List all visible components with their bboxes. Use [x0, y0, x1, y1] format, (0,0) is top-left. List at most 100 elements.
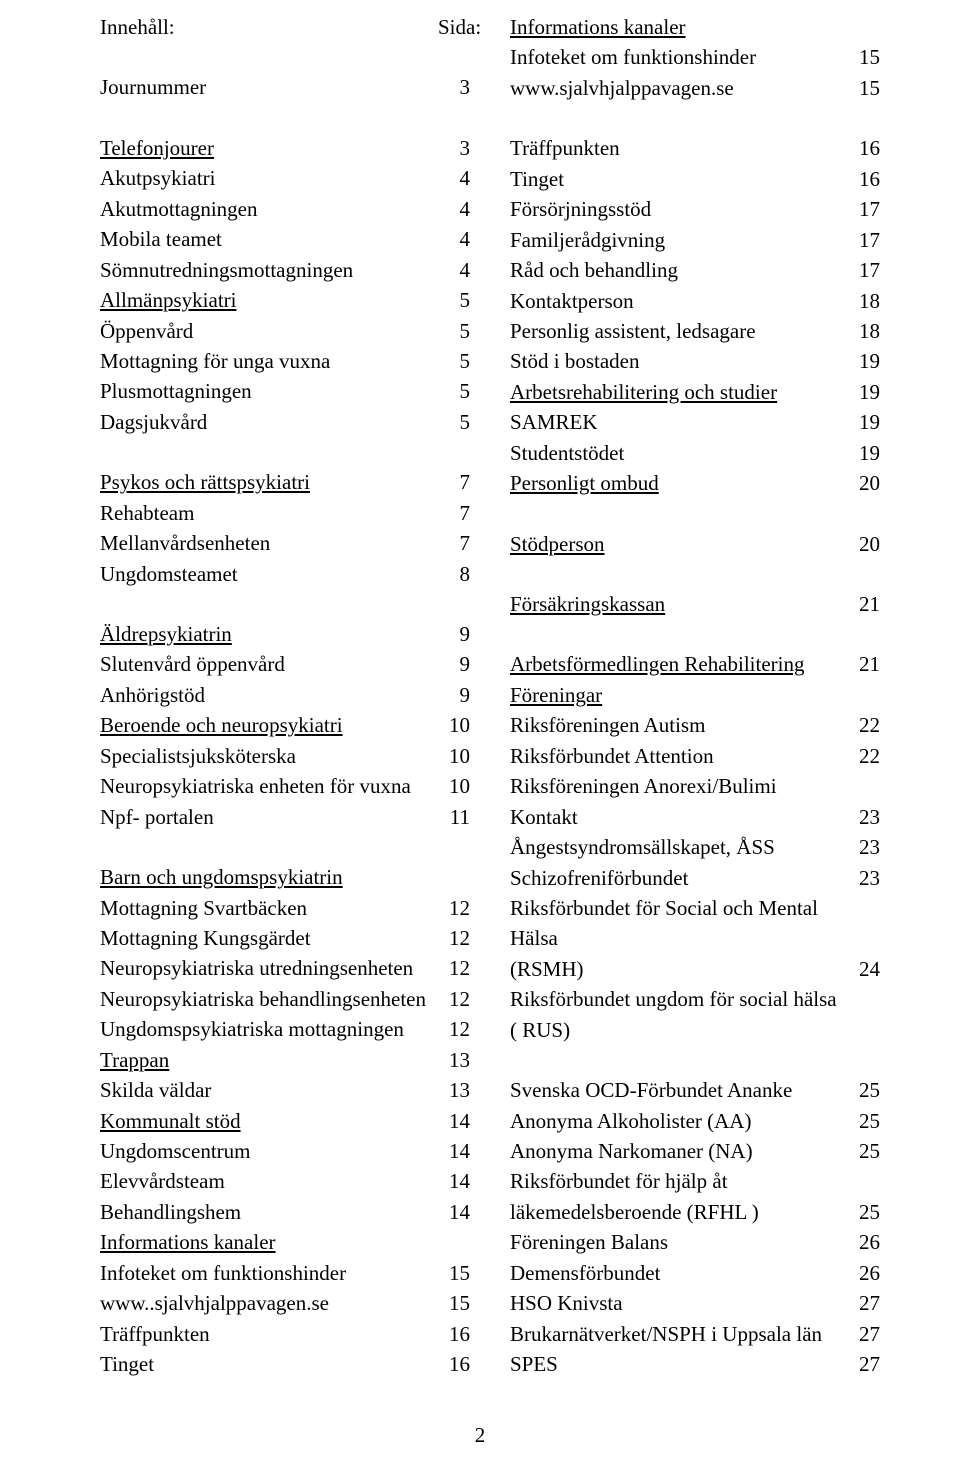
toc-row: Neuropsykiatriska enheten för vuxna10 [100, 771, 470, 801]
toc-label: Riksföreningen Anorexi/Bulimi [510, 771, 848, 801]
toc-label: Föreningen Balans [510, 1227, 848, 1257]
toc-row: Riksförbundet ungdom för social hälsa [510, 984, 880, 1014]
toc-row: www.sjalvhjalppavagen.se15 [510, 73, 880, 103]
toc-label: Elevvårdsteam [100, 1166, 438, 1196]
toc-row: Sömnutredningsmottagningen4 [100, 255, 470, 285]
toc-label: Träffpunkten [510, 133, 848, 163]
toc-label: Föreningar [510, 680, 848, 710]
toc-page-number: 25 [848, 1106, 880, 1136]
toc-page-number: 21 [848, 589, 880, 619]
toc-label: Mottagning Svartbäcken [100, 893, 438, 923]
toc-label: Försörjningsstöd [510, 194, 848, 224]
toc-label: Riksförbundet Attention [510, 741, 848, 771]
spacer [510, 619, 880, 649]
toc-row: Personligt ombud20 [510, 468, 880, 498]
toc-page-number: 10 [438, 771, 470, 801]
toc-label: Ungdomsteamet [100, 559, 438, 589]
spacer [100, 437, 470, 467]
toc-row: Riksförbundet för hjälp åt [510, 1166, 880, 1196]
toc-label: Stödperson [510, 529, 848, 559]
toc-label: Riksföreningen Autism [510, 710, 848, 740]
toc-page-number: 18 [848, 286, 880, 316]
toc-page-number: 10 [438, 710, 470, 740]
toc-label: Neuropsykiatriska behandlingsenheten [100, 984, 438, 1014]
spacer [510, 1045, 880, 1075]
toc-row: Slutenvård öppenvård9 [100, 649, 470, 679]
toc-label: Neuropsykiatriska utredningsenheten [100, 953, 438, 983]
toc-label: Kommunalt stöd [100, 1106, 438, 1136]
toc-label: Mellanvårdsenheten [100, 528, 438, 558]
toc-page-number: 19 [848, 407, 880, 437]
toc-page-number: 16 [848, 164, 880, 194]
toc-page-number: 7 [438, 467, 470, 497]
toc-row: Brukarnätverket/NSPH i Uppsala län27 [510, 1319, 880, 1349]
toc-page-number: 25 [848, 1136, 880, 1166]
toc-row: Informations kanaler [100, 1227, 470, 1257]
toc-page-number: 16 [848, 133, 880, 163]
toc-row: Infoteket om funktionshinder15 [100, 1258, 470, 1288]
toc-row: Infoteket om funktionshinder15 [510, 42, 880, 72]
toc-page-number: 23 [848, 802, 880, 832]
toc-row: Försäkringskassan21 [510, 589, 880, 619]
toc-label: Råd och behandling [510, 255, 848, 285]
toc-row: Kommunalt stöd14 [100, 1106, 470, 1136]
toc-left-column: Innehåll:Sida:Journummer3Telefonjourer3A… [100, 12, 470, 1380]
toc-row: Riksförbundet för Social och Mental Häls… [510, 893, 880, 954]
toc-row: Studentstödet19 [510, 438, 880, 468]
toc-row: Föreningar [510, 680, 880, 710]
toc-row: Personlig assistent, ledsagare18 [510, 316, 880, 346]
toc-page-number: 19 [848, 346, 880, 376]
toc-row: Träffpunkten16 [510, 133, 880, 163]
toc-page-number [848, 1015, 880, 1045]
toc-row: Schizofreniförbundet23 [510, 863, 880, 893]
toc-label: Skilda väldar [100, 1075, 438, 1105]
toc-row: Beroende och neuropsykiatri10 [100, 710, 470, 740]
toc-row: Mellanvårdsenheten7 [100, 528, 470, 558]
toc-page-number: 17 [848, 255, 880, 285]
toc-page-number: 11 [438, 802, 470, 832]
toc-row: Äldrepsykiatrin9 [100, 619, 470, 649]
toc-page-number: 21 [848, 649, 880, 679]
toc-row: Ångestsyndromsällskapet, ÅSS23 [510, 832, 880, 862]
toc-page-number: 8 [438, 559, 470, 589]
toc-page-number: 12 [438, 984, 470, 1014]
spacer [100, 832, 470, 862]
toc-row: HSO Knivsta27 [510, 1288, 880, 1318]
toc-page-number: 5 [438, 407, 470, 437]
toc-label: Specialistsjuksköterska [100, 741, 438, 771]
toc-page-number: 26 [848, 1227, 880, 1257]
toc-row: Npf- portalen11 [100, 802, 470, 832]
toc-page-number: 15 [438, 1258, 470, 1288]
toc-label: Riksförbundet för hjälp åt [510, 1166, 848, 1196]
toc-page-number: 17 [848, 225, 880, 255]
toc-row: Demensförbundet26 [510, 1258, 880, 1288]
toc-label: Trappan [100, 1045, 438, 1075]
toc-row: Anhörigstöd9 [100, 680, 470, 710]
toc-label: Arbetsförmedlingen Rehabilitering [510, 649, 848, 679]
toc-row: Föreningen Balans26 [510, 1227, 880, 1257]
toc-page-number: 9 [438, 680, 470, 710]
toc-row: Kontakt23 [510, 802, 880, 832]
toc-page-number: 9 [438, 619, 470, 649]
toc-page-number: 15 [848, 42, 880, 72]
toc-page-number: 4 [438, 163, 470, 193]
spacer [510, 103, 880, 133]
toc-label: Öppenvård [100, 316, 438, 346]
toc-page-number: 5 [438, 376, 470, 406]
toc-label: Studentstödet [510, 438, 848, 468]
toc-label: Informations kanaler [510, 12, 848, 42]
toc-page-number: 14 [438, 1106, 470, 1136]
toc-label: Arbetsrehabilitering och studier [510, 377, 848, 407]
toc-page-number: 5 [438, 316, 470, 346]
toc-page-number: 12 [438, 893, 470, 923]
toc-row: Neuropsykiatriska behandlingsenheten12 [100, 984, 470, 1014]
toc-page-number: 7 [438, 498, 470, 528]
toc-row: Behandlingshem14 [100, 1197, 470, 1227]
toc-row: Elevvårdsteam14 [100, 1166, 470, 1196]
toc-row: Trappan13 [100, 1045, 470, 1075]
toc-label: Informations kanaler [100, 1227, 438, 1257]
toc-label: Akutmottagningen [100, 194, 438, 224]
toc-row: Akutmottagningen4 [100, 194, 470, 224]
toc-page-number: 19 [848, 438, 880, 468]
toc-row: Stödperson20 [510, 529, 880, 559]
